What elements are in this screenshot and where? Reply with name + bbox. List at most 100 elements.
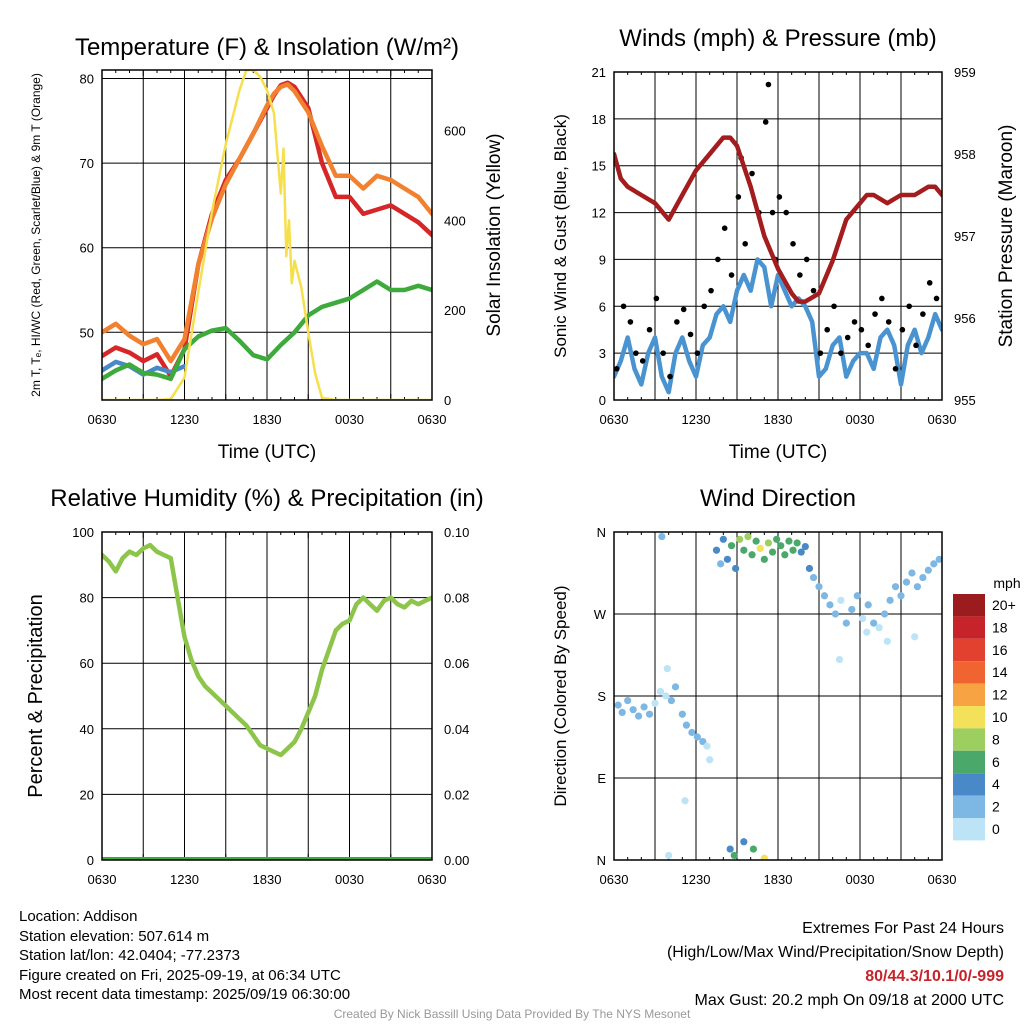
plot-frame	[613, 531, 943, 861]
series-line-3	[102, 279, 432, 382]
elevation-text: Station elevation: 507.614 m	[19, 927, 210, 945]
location-text: Location: Addison	[19, 908, 138, 925]
direction-point	[930, 560, 938, 568]
chart-title: Relative Humidity (%) & Precipitation (i…	[50, 485, 483, 512]
direction-point	[635, 712, 643, 720]
direction-point	[651, 699, 659, 707]
y-tick-label: 40	[80, 722, 94, 737]
direction-point	[886, 596, 894, 604]
direction-point	[688, 728, 696, 737]
y2-tick-label: 0	[444, 393, 451, 408]
direction-point	[815, 583, 823, 591]
gust-point	[742, 241, 748, 247]
gust-point	[858, 326, 865, 333]
x-tick-label: 0630	[418, 872, 447, 887]
gust-point	[653, 295, 660, 302]
direction-point	[614, 701, 622, 709]
y2-axis-label: Station Pressure (Maroon)	[996, 125, 1017, 348]
gust-point	[783, 209, 789, 216]
direction-point	[663, 665, 671, 673]
colorbar-swatch	[953, 638, 985, 662]
y2-tick-label: 957	[954, 229, 976, 244]
x-tick-label: 1230	[682, 872, 711, 887]
gust-point	[694, 350, 701, 356]
direction-point	[837, 596, 845, 604]
series-layer	[614, 81, 942, 395]
speed-colorbar: mph 20+ 18 16 14 12 10 8 6 4 2 0	[953, 575, 1021, 841]
x-tick-label: 1230	[682, 412, 711, 427]
direction-point	[875, 624, 883, 632]
y-tick-label: 3	[599, 346, 606, 361]
gust-point	[865, 342, 871, 349]
y2-tick-label: 959	[954, 65, 976, 80]
gust-point	[627, 319, 634, 325]
series-layer	[614, 532, 942, 860]
colorbar-label: 12	[992, 687, 1008, 703]
colorbar-title: mph	[993, 575, 1020, 591]
gust-point	[687, 331, 694, 338]
direction-point	[681, 797, 689, 805]
plot-frame	[613, 71, 943, 401]
gust-point	[844, 334, 851, 341]
y2-axis-label: Solar Insolation (Yellow)	[484, 133, 505, 336]
gust-point	[674, 319, 680, 325]
gust-point	[913, 342, 919, 349]
gust-point	[701, 303, 707, 310]
y-tick-label: S	[597, 689, 606, 704]
x-tick-label: 1830	[764, 412, 793, 427]
y2-tick-label: 0.06	[444, 656, 469, 671]
gust-point	[885, 319, 892, 325]
direction-point	[919, 573, 927, 582]
extremes-values: 80/44.3/10.1/0/-999	[865, 968, 1004, 985]
direction-point	[913, 583, 922, 591]
y-tick-label: W	[594, 607, 607, 622]
direction-point	[706, 756, 714, 764]
x-tick-label: 1830	[253, 412, 282, 427]
x-tick-label: 1230	[170, 412, 199, 427]
colorbar-label: 10	[992, 709, 1008, 725]
series-line-1	[102, 82, 432, 364]
direction-point	[618, 708, 626, 717]
y-tick-label: 15	[592, 159, 606, 174]
direction-point	[789, 546, 797, 554]
series-line-0	[102, 542, 432, 758]
y-tick-label: 70	[80, 156, 94, 171]
temperature-insolation-panel: 0630 1230 1830 0030 0630 50 60 70 80 0 200 400 600 Te…	[29, 34, 505, 463]
y2-tick-label: 400	[444, 213, 466, 228]
extremes-box: Extremes For Past 24 Hours (High/Low/Max…	[667, 917, 1004, 1013]
colorbar-label: 2	[992, 799, 1000, 815]
gust-point	[817, 350, 824, 356]
direction-point	[853, 592, 861, 600]
direction-point	[924, 566, 932, 574]
direction-point	[859, 614, 867, 623]
series-layer	[102, 70, 432, 400]
direction-point	[756, 544, 764, 553]
direction-point	[842, 619, 850, 627]
gust-point	[872, 311, 878, 317]
direction-point	[723, 555, 732, 563]
direction-point	[911, 633, 919, 641]
wind-direction-panel: 0630 1230 1830 0030 0630 N E S W N Wind Direction D…	[551, 485, 956, 887]
direction-point	[624, 696, 632, 705]
series-layer	[102, 542, 432, 860]
colorbar-swatch	[953, 683, 985, 706]
direction-point	[902, 578, 911, 586]
gust-point	[838, 350, 844, 356]
direction-point	[682, 721, 691, 729]
gust-point	[749, 170, 755, 177]
colorbar-swatch	[953, 750, 985, 774]
direction-point	[801, 542, 809, 551]
direction-point	[629, 706, 637, 714]
created-text: Figure created on Fri, 2025-09-19, at 06…	[19, 966, 341, 984]
colorbar-label: 16	[992, 642, 1008, 658]
direction-point	[908, 569, 916, 577]
gust-point	[769, 209, 776, 216]
direction-point	[797, 548, 805, 556]
direction-point	[658, 532, 666, 541]
x-axis-label: Time (UTC)	[729, 442, 828, 463]
y-tick-label: 0	[599, 393, 606, 408]
recent-text: Most recent data timestamp: 2025/09/19 0…	[19, 986, 351, 1004]
gust-point	[851, 319, 858, 325]
y2-tick-label: 0.02	[444, 787, 469, 802]
y2-tick-label: 956	[954, 311, 976, 326]
